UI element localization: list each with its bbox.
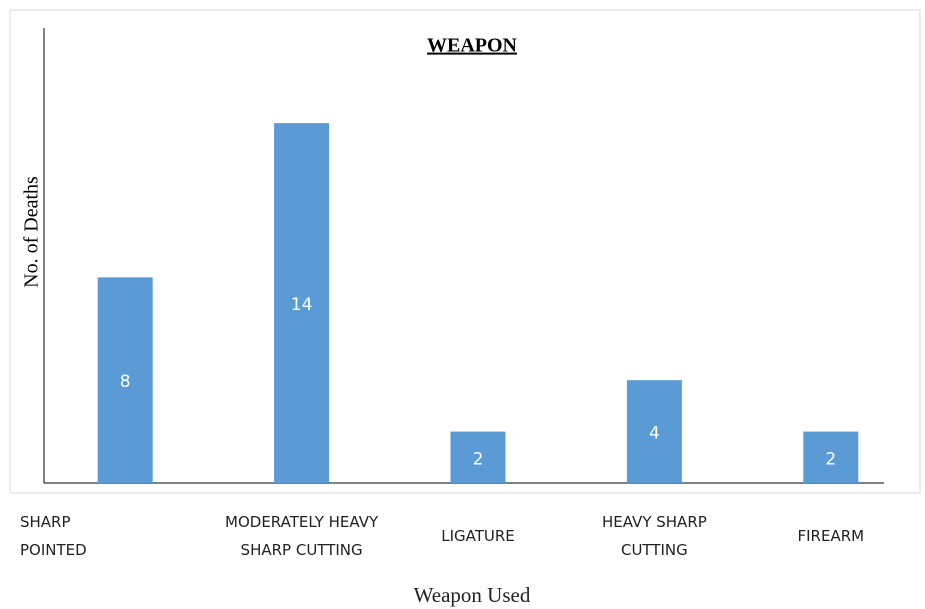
x-tick-label: MODERATELY HEAVY SHARP CUTTING — [225, 513, 379, 559]
bar — [450, 431, 506, 483]
x-axis-label: Weapon Used — [414, 583, 531, 607]
data-label: 4 — [649, 424, 660, 444]
x-tick-label: FIREARM — [797, 527, 865, 545]
bar — [97, 277, 153, 483]
chart-title: WEAPON — [427, 35, 518, 57]
data-label: 14 — [291, 295, 313, 315]
bar — [274, 123, 330, 484]
bar — [803, 431, 859, 483]
data-label: 8 — [120, 372, 131, 392]
x-tick-label: HEAVY SHARP CUTTING — [602, 513, 707, 559]
chart-frame — [9, 9, 921, 494]
x-tick-label: SHARP POINTED — [20, 513, 87, 559]
y-axis-label: No. of Deaths — [21, 176, 43, 288]
data-label: 2 — [473, 449, 484, 469]
bar — [626, 380, 682, 483]
data-label: 2 — [825, 449, 836, 469]
x-tick-label: LIGATURE — [441, 527, 515, 545]
